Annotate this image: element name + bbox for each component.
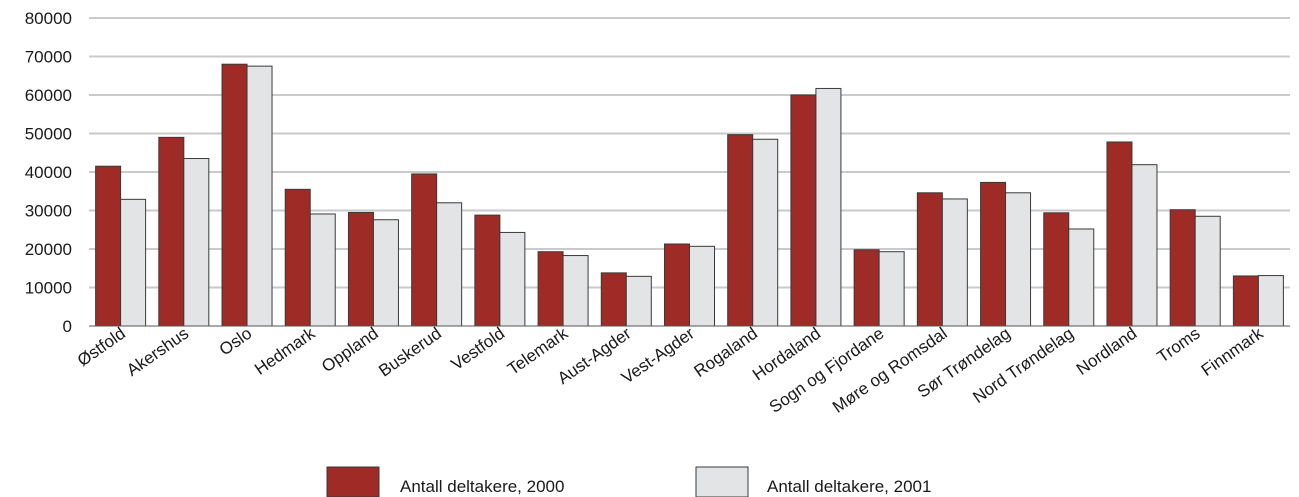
- x-tick-label: Buskerud: [375, 324, 445, 381]
- legend-label: Antall deltakere, 2001: [767, 477, 931, 496]
- bar-2000: [474, 214, 501, 327]
- x-tick-label: Østfold: [74, 324, 129, 370]
- bar-2001: [120, 198, 147, 327]
- y-tick-label: 80000: [25, 9, 72, 28]
- bar-2000: [95, 165, 122, 327]
- bar-2000: [600, 272, 627, 327]
- x-tick-label: Nordland: [1073, 324, 1140, 379]
- y-tick-label: 40000: [25, 163, 72, 182]
- legend-swatch: [695, 466, 749, 497]
- bar-2001: [309, 213, 336, 327]
- bar-2000: [916, 192, 943, 327]
- bar-2001: [689, 245, 715, 327]
- bar-2000: [790, 94, 817, 327]
- y-tick-label: 70000: [25, 48, 72, 67]
- y-tick-label: 30000: [25, 202, 72, 221]
- bar-2000: [664, 243, 690, 327]
- bar-2001: [878, 251, 905, 327]
- bar-2001: [1068, 228, 1095, 327]
- bar-2000: [411, 173, 438, 327]
- x-tick-label: Finnmark: [1198, 323, 1267, 379]
- y-tick-label: 50000: [25, 125, 72, 144]
- bar-2001: [941, 198, 968, 327]
- bar-2001: [499, 231, 526, 327]
- bar-2001: [562, 255, 589, 327]
- bar-2000: [1043, 212, 1070, 327]
- x-tick-label: Troms: [1154, 324, 1204, 367]
- y-tick-label: 0: [63, 317, 72, 336]
- bar-2001: [372, 219, 399, 327]
- bar-2000: [284, 188, 311, 327]
- bar-2000: [221, 63, 248, 327]
- bar-2001: [246, 65, 273, 327]
- bar-2000: [727, 134, 754, 327]
- bar-2001: [752, 138, 779, 327]
- x-tick-label: Hedmark: [251, 323, 319, 378]
- bar-2001: [1257, 275, 1284, 327]
- x-tick-label: Oppland: [318, 324, 382, 376]
- legend: Antall deltakere, 2000 Antall deltakere, …: [326, 466, 931, 497]
- bar-2001: [815, 87, 842, 327]
- bar-2000: [853, 249, 880, 327]
- bar-2000: [1232, 275, 1259, 327]
- bar-2000: [158, 136, 185, 327]
- bar-2000: [347, 211, 374, 327]
- x-tick-label: Møre og Romsdal: [829, 324, 951, 417]
- y-tick-label: 10000: [25, 279, 72, 298]
- x-tick-label: Akershus: [123, 324, 192, 380]
- bar-2001: [625, 275, 652, 327]
- y-tick-label: 60000: [25, 86, 72, 105]
- bar-2000: [537, 251, 564, 327]
- bar-2001: [183, 158, 210, 327]
- x-tick-label: Oslo: [216, 324, 256, 360]
- x-tick-label: Sogn og Fjordane: [766, 324, 888, 417]
- bar-2000: [1169, 209, 1196, 327]
- bar-2000: [980, 181, 1007, 327]
- bar-2000: [1106, 141, 1133, 327]
- y-tick-label: 20000: [25, 240, 72, 259]
- bar-2001: [1005, 192, 1032, 327]
- legend-label: Antall deltakere, 2000: [400, 477, 564, 496]
- y-axis-tick-labels: 0 10000 20000 30000 40000 50000 60000 70000 8000…: [25, 9, 72, 336]
- legend-swatch: [326, 466, 380, 497]
- bar-2001: [1194, 215, 1221, 327]
- bar-2001: [1131, 164, 1158, 327]
- x-tick-label: Rogaland: [690, 324, 761, 381]
- x-tick-label: Vestfold: [448, 324, 508, 374]
- bar-2001: [436, 202, 463, 327]
